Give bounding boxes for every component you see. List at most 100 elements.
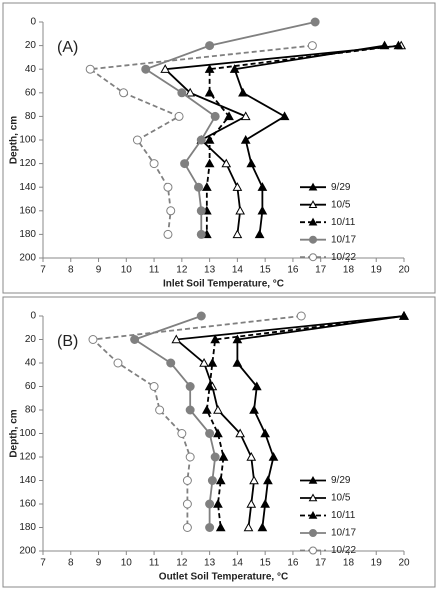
marker [240,134,251,144]
legend-label: 10/11 [331,510,356,521]
y-tick-label: 20 [25,40,37,51]
marker [201,404,212,414]
marker [205,523,215,532]
marker [185,382,195,391]
marker [213,498,223,508]
series-line [132,315,217,528]
marker [238,87,248,97]
y-tick-label: 180 [19,522,36,533]
y-tick-label: 40 [25,358,37,369]
marker [393,40,404,50]
legend-label: 10/22 [331,545,356,556]
x-tick-label: 8 [68,265,74,276]
marker [260,428,271,438]
marker [185,452,195,462]
legend-marker [308,217,318,226]
marker [199,357,209,367]
x-tick-label: 18 [343,265,355,276]
marker [204,134,215,144]
y-tick-label: 140 [19,475,36,486]
legend-marker [308,475,318,484]
x-tick-label: 20 [398,265,410,276]
marker [279,111,290,121]
marker [260,498,271,508]
series-line [205,315,405,528]
legend-label: 10/17 [331,528,356,539]
x-tick-label: 7 [40,265,46,276]
marker [224,111,234,121]
y-tick-label: 200 [19,546,36,557]
series-line [236,315,405,528]
x-axis-label: Outlet Soil Temperature, °C [159,572,288,583]
x-axis-label: Inlet Soil Temperature, °C [163,279,284,290]
marker [232,229,243,239]
marker [215,475,226,485]
y-tick-label: 100 [19,135,36,146]
marker [149,382,159,391]
y-tick-label: 140 [19,182,36,193]
marker [257,522,268,532]
marker [180,159,190,169]
marker [232,357,243,367]
x-tick-label: 18 [343,558,355,569]
x-tick-label: 12 [176,558,188,569]
y-axis-label: Depth, cm [9,409,20,457]
marker [213,404,223,414]
y-tick-label: 60 [25,87,37,98]
marker [232,334,243,344]
x-tick-label: 16 [287,265,299,276]
x-tick-label: 19 [371,265,383,276]
marker [171,334,182,344]
marker [113,358,123,368]
marker [246,451,257,461]
marker [249,475,259,485]
marker [257,182,268,191]
marker [166,358,176,368]
legend-label: 9/29 [331,475,351,486]
x-tick-label: 7 [40,558,46,569]
x-tick-label: 17 [315,265,327,276]
marker [210,334,221,344]
marker [215,522,226,532]
marker [132,135,142,145]
x-tick-label: 17 [315,558,327,569]
y-tick-label: 60 [25,381,37,392]
marker [310,17,320,27]
marker [296,311,306,321]
marker [204,381,215,391]
marker [163,229,173,239]
marker [205,41,215,51]
marker [240,111,251,121]
marker [207,476,217,485]
marker [194,182,204,192]
series-line [233,44,385,235]
x-tick-label: 11 [149,558,160,569]
x-tick-label: 20 [398,558,410,569]
x-tick-label: 8 [68,558,74,569]
marker [205,499,215,509]
x-tick-label: 15 [260,265,272,276]
marker [249,404,259,414]
y-axis-label: Depth, cm [9,116,20,164]
marker [85,64,95,74]
x-tick-label: 14 [232,265,244,276]
marker [155,405,165,415]
marker [204,87,215,97]
marker [213,428,223,438]
series-line [174,315,405,528]
y-tick-label: 180 [19,229,36,240]
x-tick-label: 9 [96,265,102,276]
panel-frame [2,296,436,588]
marker [182,523,192,532]
marker [243,522,254,532]
legend-marker [308,182,318,191]
y-tick-label: 120 [19,452,36,463]
marker [246,498,257,508]
legend-label: 10/17 [331,234,356,245]
marker [149,159,159,169]
x-tick-label: 15 [260,558,272,569]
legend-label: 10/5 [331,199,351,210]
marker [141,64,151,74]
x-tick-label: 13 [204,265,216,276]
marker [196,135,206,145]
